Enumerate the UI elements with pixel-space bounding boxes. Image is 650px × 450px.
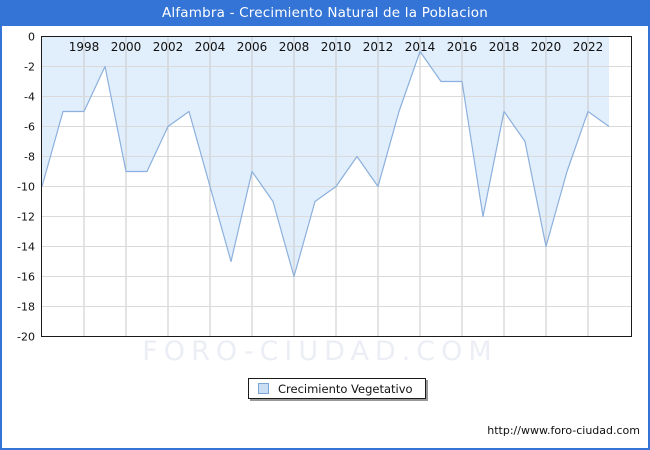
legend-item-crecimiento-vegetativo[interactable]: Crecimiento Vegetativo — [258, 382, 413, 396]
y-tick-label: -20 — [17, 331, 35, 344]
x-tick-label: 2004 — [195, 40, 226, 54]
y-tick-label: 0 — [28, 31, 35, 44]
page-title: Alfambra - Crecimiento Natural de la Pob… — [161, 5, 489, 21]
legend-swatch-icon — [258, 383, 269, 394]
y-tick-label: -6 — [24, 121, 35, 134]
x-tick-label: 1998 — [69, 40, 100, 54]
legend: Crecimiento Vegetativo — [248, 378, 426, 399]
y-tick-label: -10 — [17, 181, 35, 194]
y-tick-label: -16 — [17, 271, 35, 284]
x-tick-label: 2020 — [531, 40, 562, 54]
x-tick-label: 2000 — [111, 40, 142, 54]
x-tick-label: 2010 — [321, 40, 352, 54]
y-tick-label: -8 — [24, 151, 35, 164]
y-tick-label: -4 — [24, 91, 35, 104]
x-tick-label: 2012 — [363, 40, 394, 54]
y-tick-label: -14 — [17, 241, 35, 254]
series-line — [41, 50, 610, 278]
x-tick-label: 2016 — [447, 40, 478, 54]
x-tick-label: 2018 — [489, 40, 520, 54]
x-tick-label: 2006 — [237, 40, 268, 54]
title-bar: Alfambra - Crecimiento Natural de la Pob… — [0, 0, 650, 26]
legend-item-label: Crecimiento Vegetativo — [278, 381, 413, 396]
plot-border — [40, 35, 633, 338]
y-tick-label: -18 — [17, 301, 35, 314]
y-tick-label: -12 — [17, 211, 35, 224]
x-tick-label: 2022 — [573, 40, 604, 54]
footer-url: http://www.foro-ciudad.com — [487, 424, 640, 437]
x-tick-label: 2008 — [279, 40, 310, 54]
x-tick-label: 2014 — [405, 40, 436, 54]
watermark: FORO-CIUDAD.COM — [142, 336, 498, 367]
y-tick-label: -2 — [24, 61, 35, 74]
x-tick-label: 2002 — [153, 40, 184, 54]
